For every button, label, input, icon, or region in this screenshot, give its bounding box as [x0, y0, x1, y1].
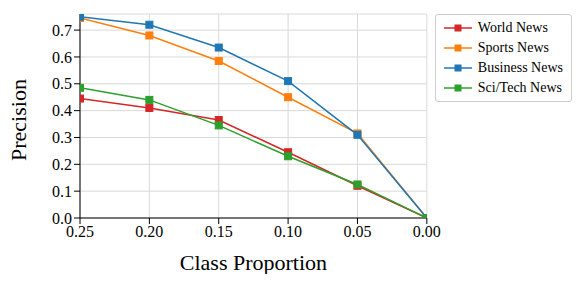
html-text:Sci/Tech News: Sci/Tech News [477, 80, 562, 95]
html-text:Business News: Business News [477, 60, 563, 75]
html-text:World News: World News [477, 20, 548, 35]
svg-text:0.3: 0.3 [52, 129, 72, 146]
svg-text:0.00: 0.00 [413, 223, 441, 240]
svg-text:0.15: 0.15 [205, 223, 233, 240]
svg-text:0.20: 0.20 [135, 223, 163, 240]
svg-text:Class Proportion: Class Proportion [180, 250, 327, 274]
svg-text:0.10: 0.10 [274, 223, 302, 240]
svg-text:0.25: 0.25 [66, 223, 94, 241]
svg-text:0.2: 0.2 [52, 156, 72, 173]
svg-text:0.05: 0.05 [343, 223, 371, 240]
svg-text:0.6: 0.6 [52, 49, 72, 66]
svg-text:0.4: 0.4 [52, 102, 72, 119]
html-text:Sports News: Sports News [477, 40, 549, 55]
svg-text:Precision: Precision [8, 79, 31, 161]
svg-text:0.7: 0.7 [52, 22, 72, 39]
svg-text:0.1: 0.1 [52, 183, 72, 200]
svg-text:0.5: 0.5 [52, 75, 72, 92]
svg-text:0.0: 0.0 [52, 210, 72, 227]
